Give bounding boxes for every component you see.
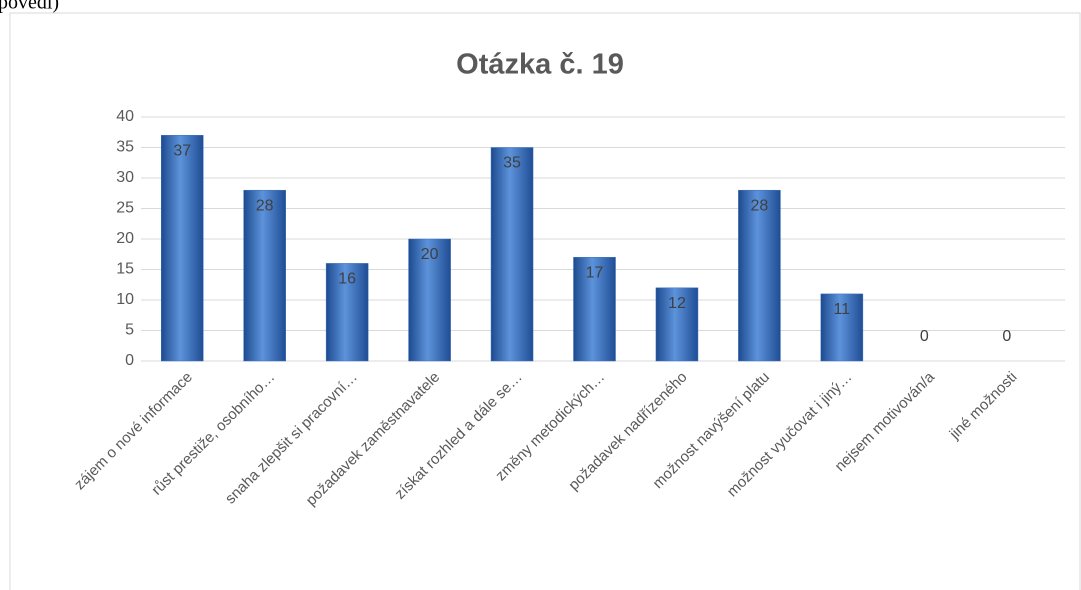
y-tick-label: 0	[125, 352, 134, 369]
bar	[738, 189, 781, 362]
x-tick-label: požadavek zaměstnavatele	[303, 369, 444, 510]
bar	[820, 293, 864, 362]
data-label: 35	[503, 155, 521, 172]
y-tick-label: 35	[116, 139, 134, 156]
bar	[243, 189, 286, 362]
bar	[160, 135, 204, 362]
y-tick-label: 25	[116, 200, 134, 217]
data-label: 0	[1002, 328, 1011, 345]
y-tick-label: 5	[125, 322, 134, 339]
caption: povědí)	[0, 0, 59, 14]
data-label: 16	[338, 271, 356, 288]
chart-title: Otázka č. 19	[456, 49, 624, 81]
chart-frame	[9, 12, 1081, 590]
data-label: 28	[751, 197, 769, 214]
data-label: 17	[586, 265, 604, 282]
x-tick-label: snaha zlepšit si pracovní…	[222, 369, 361, 508]
bar	[655, 287, 699, 362]
x-tick-label: jiné možnosti	[946, 369, 1021, 444]
data-label: 11	[834, 301, 851, 318]
data-label: 12	[668, 295, 686, 312]
bar	[325, 263, 369, 362]
y-tick-label: 10	[116, 291, 134, 308]
data-label: 20	[421, 246, 439, 263]
data-label: 28	[256, 197, 274, 214]
bar	[573, 257, 616, 362]
bar	[408, 238, 451, 362]
data-label: 37	[173, 143, 191, 160]
y-tick-label: 15	[116, 261, 134, 278]
data-label: 0	[920, 328, 929, 345]
bar	[490, 147, 534, 362]
y-tick-label: 20	[116, 230, 134, 247]
y-tick-label: 40	[116, 108, 134, 125]
y-tick-label: 30	[116, 169, 134, 186]
